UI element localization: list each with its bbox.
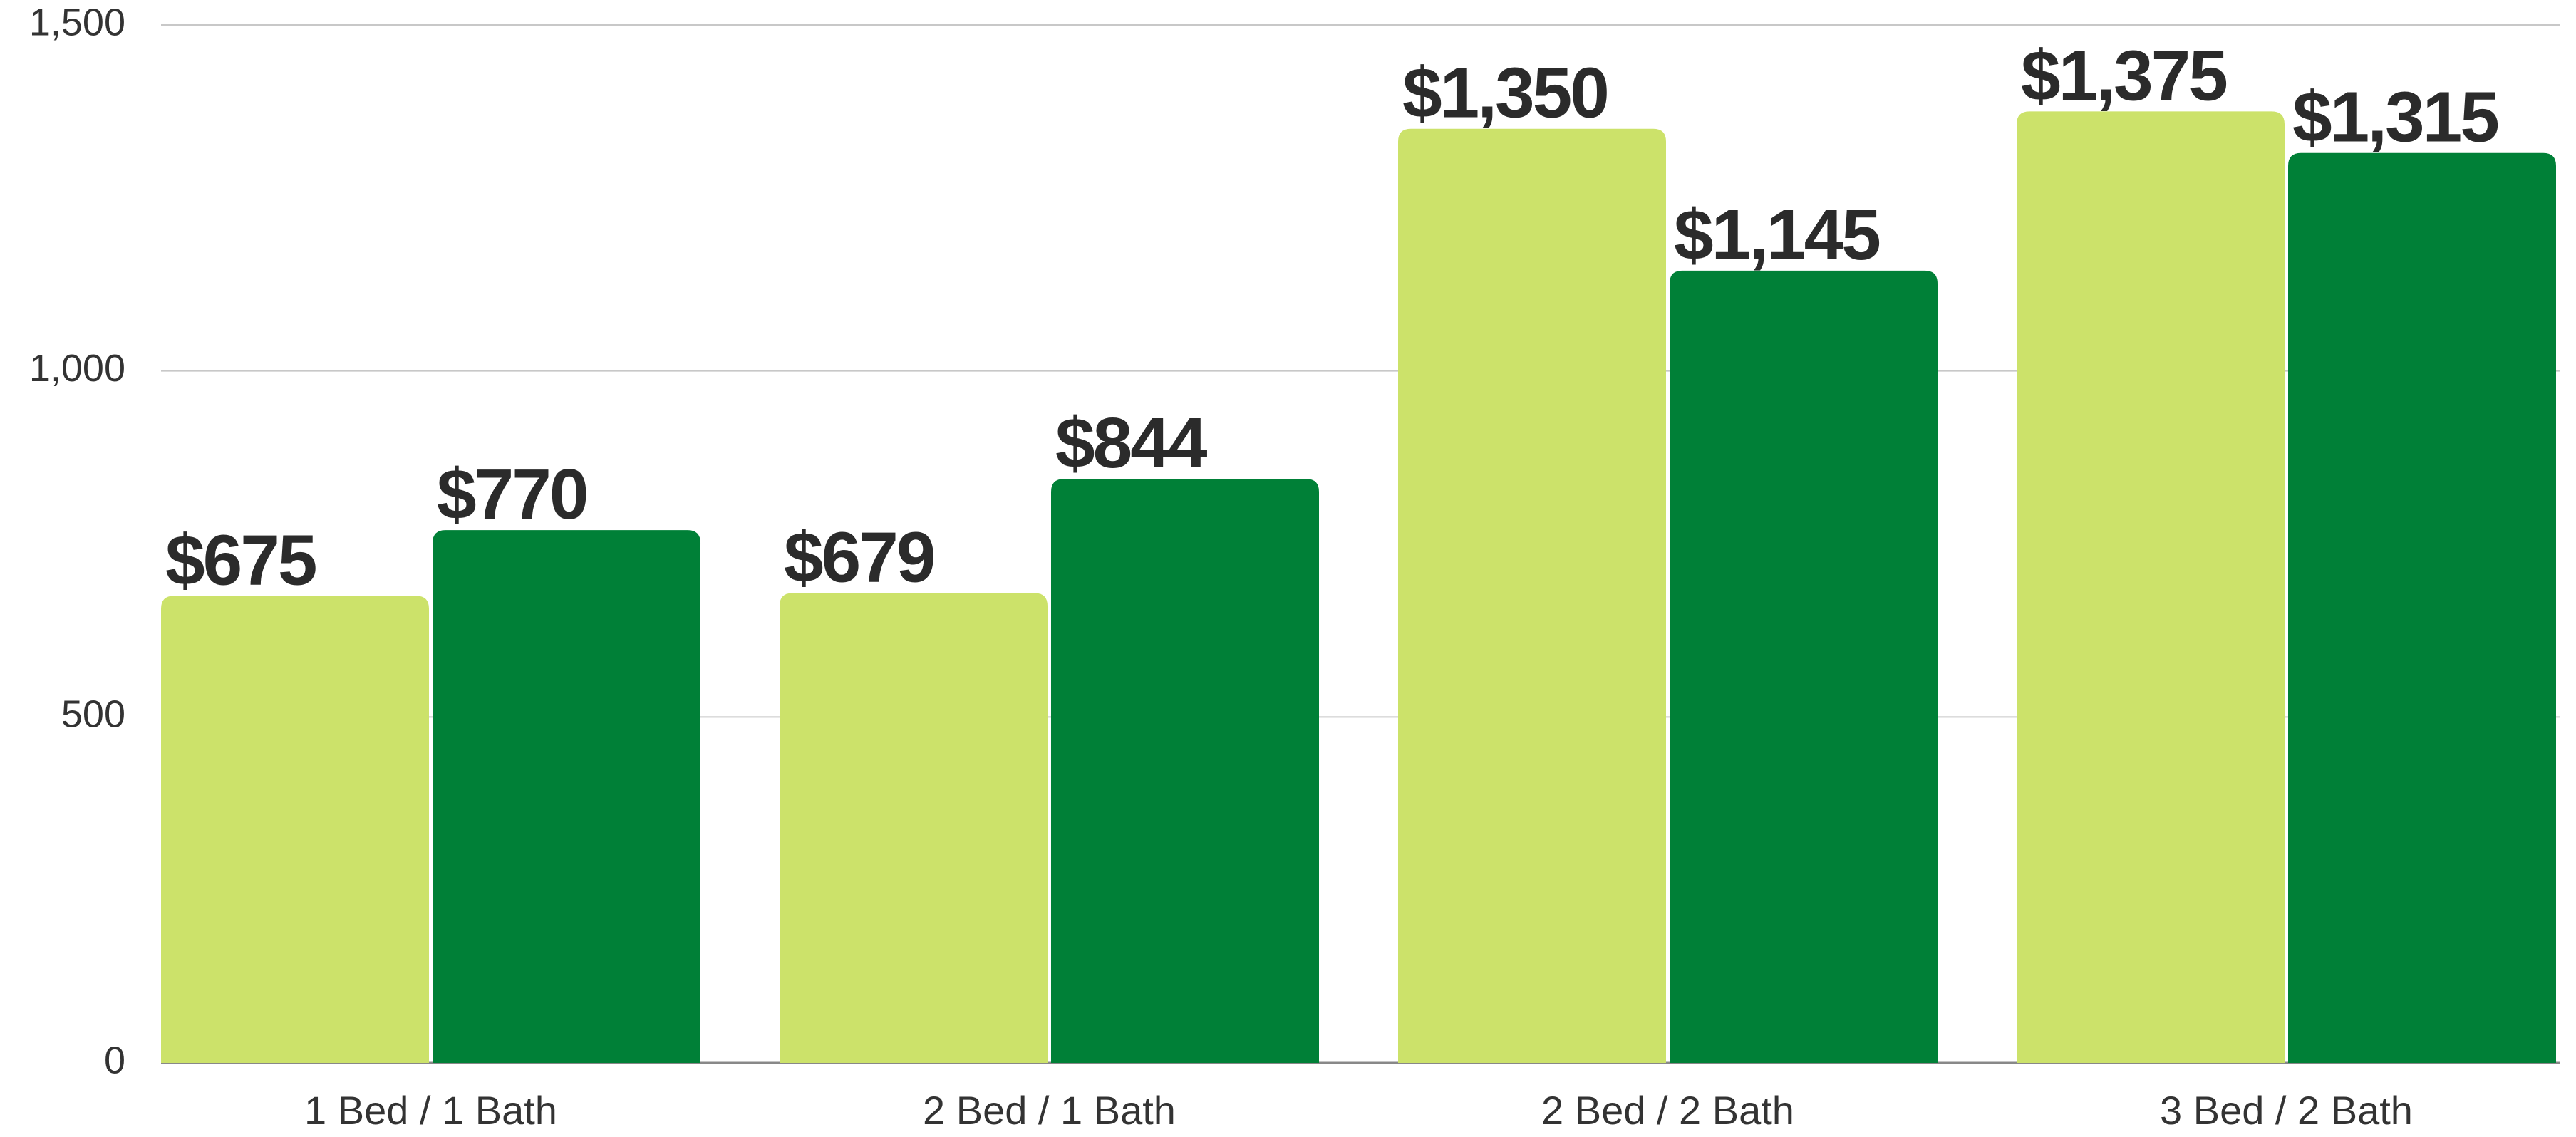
bar	[433, 530, 700, 1063]
data-label: $675	[165, 520, 316, 600]
x-tick-label: 2 Bed / 2 Bath	[1541, 1088, 1794, 1133]
bar	[780, 593, 1048, 1063]
y-tick-label: 1,000	[29, 347, 125, 390]
data-label: $844	[1055, 403, 1208, 483]
data-label: $770	[437, 455, 586, 534]
bar	[1051, 479, 1319, 1063]
bar	[161, 596, 429, 1063]
y-tick-label: 0	[104, 1039, 125, 1081]
bar	[1670, 270, 1938, 1063]
x-tick-label: 2 Bed / 1 Bath	[923, 1088, 1176, 1133]
bar	[2288, 152, 2556, 1064]
data-label: $679	[784, 517, 933, 597]
x-tick-label: 3 Bed / 2 Bath	[2160, 1088, 2413, 1133]
data-label: $1,350	[1402, 53, 1608, 133]
data-label: $1,375	[2021, 36, 2226, 115]
y-tick-label: 500	[61, 693, 125, 736]
data-label: $1,315	[2292, 78, 2498, 157]
bar	[2017, 111, 2285, 1064]
bar	[1398, 128, 1666, 1064]
data-label: $1,145	[1674, 195, 1879, 275]
x-tick-label: 1 Bed / 1 Bath	[304, 1088, 557, 1133]
y-tick-label: 1,500	[29, 1, 125, 43]
